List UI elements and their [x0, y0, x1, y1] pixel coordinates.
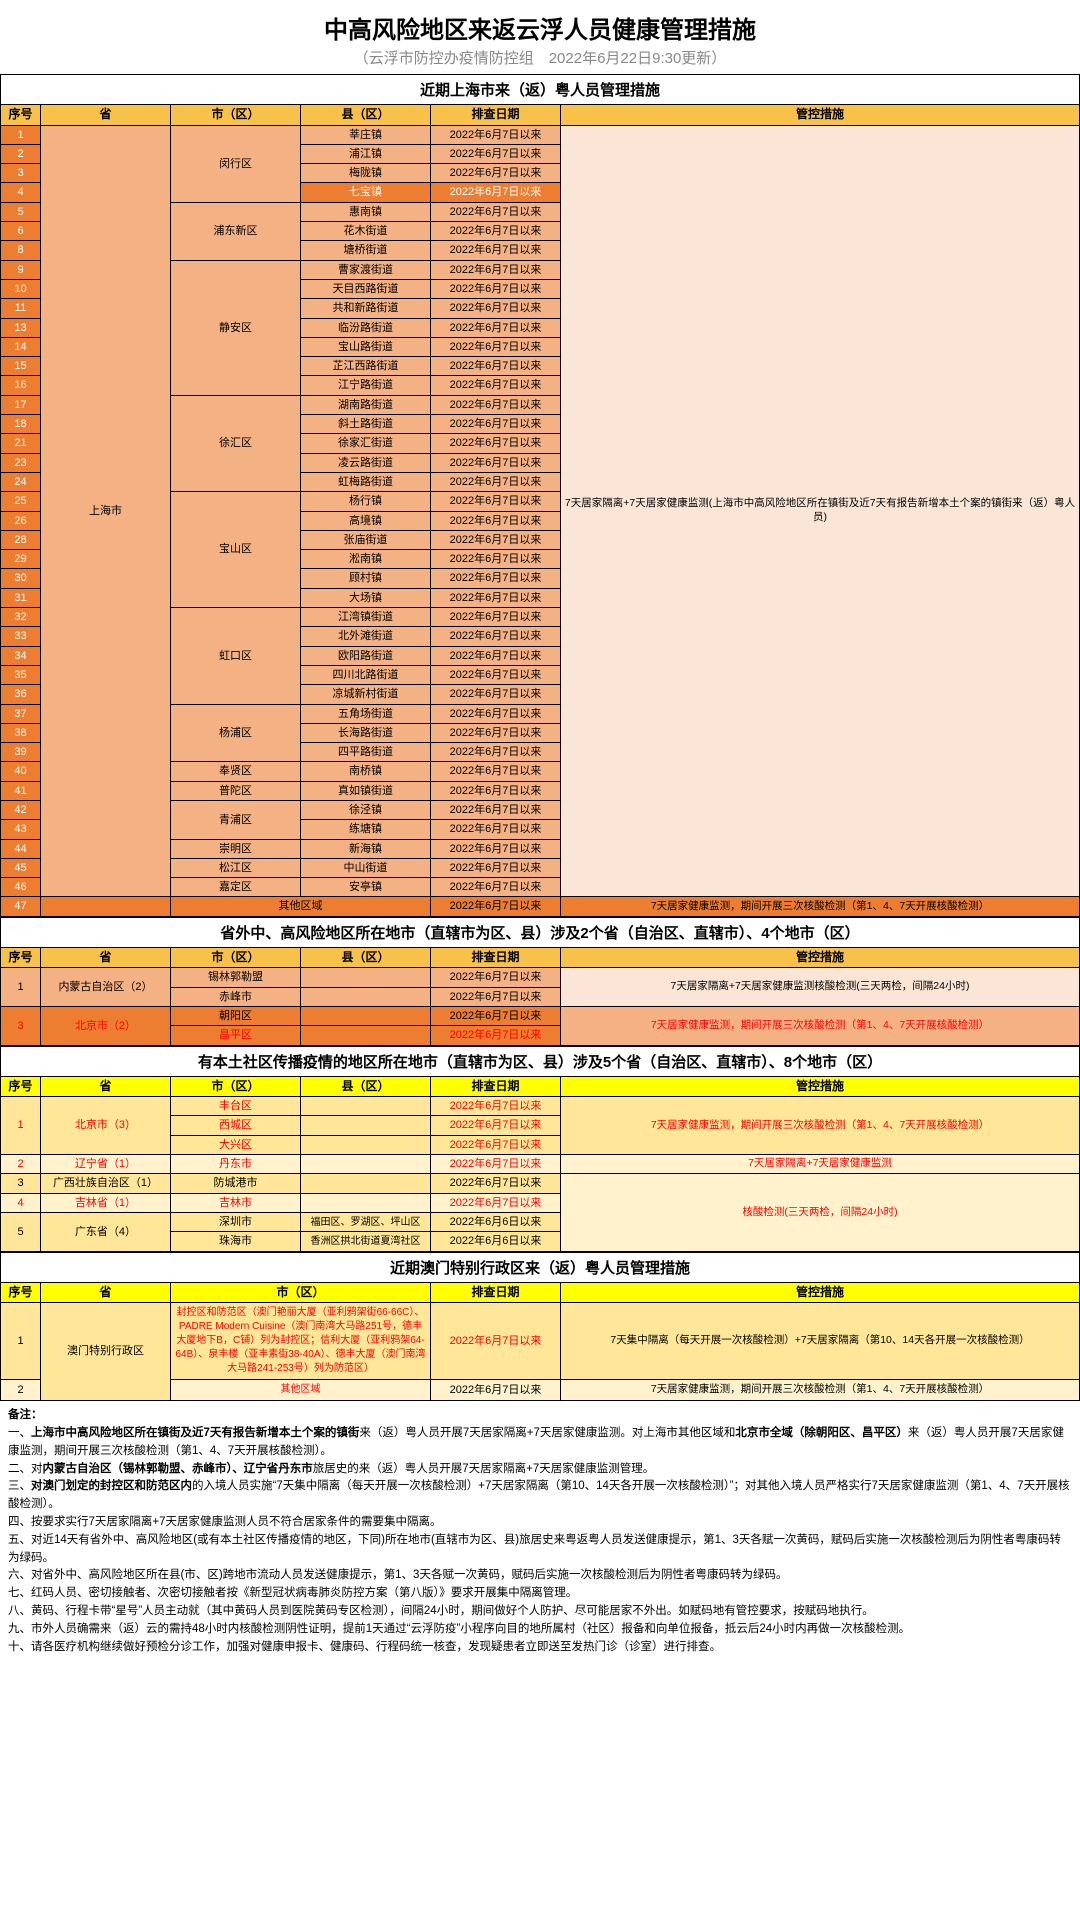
section4-table: 序号省市（区）排查日期管控措施1澳门特别行政区封控区和防范区（澳门艳丽大厦（亚利… [0, 1282, 1080, 1402]
table-row: 3北京市（2）朝阳区2022年6月7日以来7天居家健康监测，期间开展三次核酸检测… [1, 1006, 1080, 1025]
section2-table: 序号省市（区）县（区）排查日期管控措施1内蒙古自治区（2）锡林郭勒盟2022年6… [0, 947, 1080, 1046]
table-row: 2辽宁省（1）丹东市2022年6月7日以来7天居家隔离+7天居家健康监测 [1, 1155, 1080, 1174]
note-item: 七、红码人员、密切接触者、次密切接触者按《新型冠状病毒肺炎防控方案（第八版）》要… [8, 1585, 1072, 1603]
note-item: 三、对澳门划定的封控区和防范区内的入境人员实施“7天集中隔离（每天开展一次核酸检… [8, 1478, 1072, 1514]
note-item: 九、市外人员确需来（返）云的需持48小时内核酸检测阴性证明，提前1天通过“云浮防… [8, 1621, 1072, 1639]
section1-title: 近期上海市来（返）粤人员管理措施 [0, 74, 1080, 104]
note-item: 六、对省外中、高风险地区所在县(市、区)跨地市流动人员发送健康提示，第1、3天各… [8, 1567, 1072, 1585]
note-item: 五、对近14天有省外中、高风险地区(或有本土社区传播疫情的地区，下同)所在地市(… [8, 1532, 1072, 1568]
table-row: 3广西壮族自治区（1）防城港市2022年6月7日以来核酸检测(三天两检，间隔24… [1, 1174, 1080, 1193]
page-title: 中高风险地区来返云浮人员健康管理措施 [0, 0, 1080, 47]
notes: 备注：一、上海市中高风险地区所在镇街及近7天有报告新增本土个案的镇街来（返）粤人… [0, 1401, 1080, 1662]
table-row: 1内蒙古自治区（2）锡林郭勒盟2022年6月7日以来7天居家隔离+7天居家健康监… [1, 968, 1080, 987]
page-subtitle: （云浮市防控办疫情防控组 2022年6月22日9:30更新） [0, 47, 1080, 74]
note-item: 八、黄码、行程卡带“星号”人员主动就（其中黄码人员到医院黄码专区检测），间隔24… [8, 1603, 1072, 1621]
section3-table: 序号省市（区）县（区）排查日期管控措施1北京市（3）丰台区2022年6月7日以来… [0, 1076, 1080, 1252]
section4-title: 近期澳门特别行政区来（返）粤人员管理措施 [0, 1252, 1080, 1282]
note-item: 十、请各医疗机构继续做好预检分诊工作，加强对健康申报卡、健康码、行程码统一核查，… [8, 1639, 1072, 1657]
note-item: 二、对内蒙古自治区（锡林郭勒盟、赤峰市）、辽宁省丹东市旅居史的来（返）粤人员开展… [8, 1461, 1072, 1479]
section2-title: 省外中、高风险地区所在地市（直辖市为区、县）涉及2个省（自治区、直辖市）、4个地… [0, 917, 1080, 947]
note-item: 四、按要求实行7天居家隔离+7天居家健康监测人员不符合居家条件的需要集中隔离。 [8, 1514, 1072, 1532]
table-row: 1北京市（3）丰台区2022年6月7日以来7天居家健康监测，期间开展三次核酸检测… [1, 1097, 1080, 1116]
section1-table: 序号省市（区）县（区）排查日期管控措施1上海市闵行区莘庄镇2022年6月7日以来… [0, 104, 1080, 917]
table-row: 1上海市闵行区莘庄镇2022年6月7日以来7天居家隔离+7天居家健康监测(上海市… [1, 125, 1080, 144]
table-row: 47其他区域2022年6月7日以来7天居家健康监测，期间开展三次核酸检测（第1、… [1, 897, 1080, 916]
note-item: 一、上海市中高风险地区所在镇街及近7天有报告新增本土个案的镇街来（返）粤人员开展… [8, 1425, 1072, 1461]
table-row: 1澳门特别行政区封控区和防范区（澳门艳丽大厦（亚利鸦架街66-66C）、PADR… [1, 1303, 1080, 1380]
section3-title: 有本土社区传播疫情的地区所在地市（直辖市为区、县）涉及5个省（自治区、直辖市）、… [0, 1046, 1080, 1076]
